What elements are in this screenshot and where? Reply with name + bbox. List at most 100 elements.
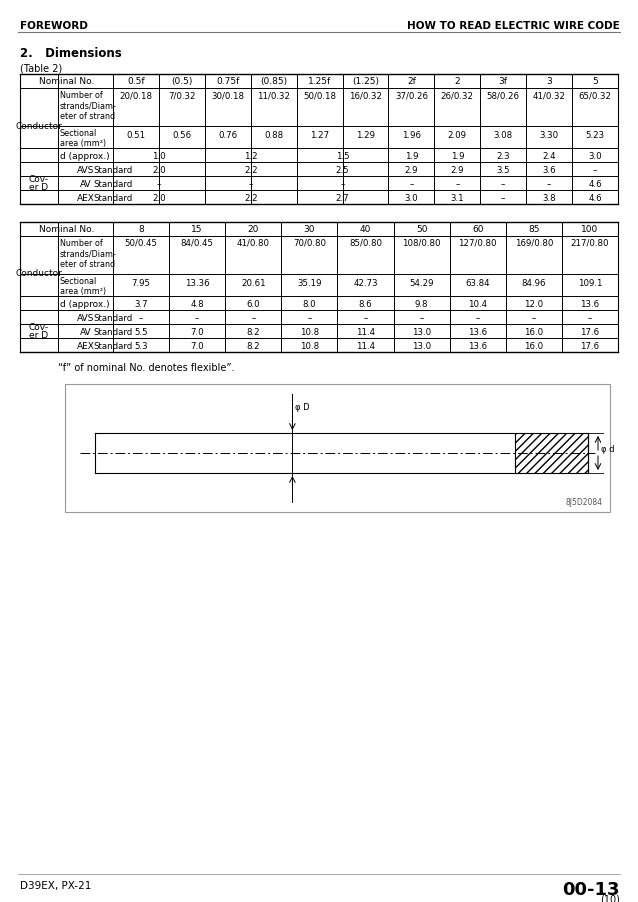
Text: 17.6: 17.6: [581, 327, 600, 336]
Text: –: –: [455, 179, 459, 189]
Text: 65/0.32: 65/0.32: [579, 91, 612, 100]
Text: 16.0: 16.0: [524, 327, 544, 336]
Text: 20: 20: [248, 225, 259, 234]
Text: 4.6: 4.6: [588, 179, 602, 189]
Text: 169/0.80: 169/0.80: [515, 239, 553, 248]
Text: 11.4: 11.4: [356, 342, 375, 351]
Text: (0.5): (0.5): [171, 77, 193, 86]
Text: 70/0.80: 70/0.80: [293, 239, 326, 248]
Text: 9.8: 9.8: [415, 299, 428, 308]
Bar: [515, 434, 588, 474]
Text: 00-13: 00-13: [563, 880, 620, 898]
Text: 20/0.18: 20/0.18: [119, 91, 152, 100]
Text: –: –: [409, 179, 413, 189]
Text: 3.5: 3.5: [496, 166, 510, 175]
Text: 4.6: 4.6: [588, 194, 602, 203]
Text: 11.4: 11.4: [356, 327, 375, 336]
Text: AVS: AVS: [77, 166, 94, 175]
Text: 8: 8: [138, 225, 144, 234]
Text: φ D: φ D: [295, 402, 310, 411]
Text: “f” of nominal No. denotes flexible”.: “f” of nominal No. denotes flexible”.: [58, 363, 235, 373]
Text: Standard: Standard: [93, 179, 132, 189]
Text: 12.0: 12.0: [524, 299, 544, 308]
Text: (1.25): (1.25): [352, 77, 379, 86]
Text: 1.5: 1.5: [336, 152, 350, 161]
Text: 2.4: 2.4: [542, 152, 556, 161]
Text: 10.8: 10.8: [300, 342, 319, 351]
Text: 84.96: 84.96: [522, 279, 546, 288]
Text: AEX: AEX: [77, 342, 94, 351]
Text: Conductor: Conductor: [15, 269, 63, 278]
Text: 127/0.80: 127/0.80: [459, 239, 497, 248]
Text: 100: 100: [581, 225, 598, 234]
Text: 0.76: 0.76: [218, 131, 237, 140]
Text: 13.6: 13.6: [468, 327, 487, 336]
Text: 4.8: 4.8: [190, 299, 204, 308]
Text: –: –: [249, 179, 253, 189]
Text: 60: 60: [472, 225, 484, 234]
Text: AV: AV: [80, 179, 91, 189]
Text: 0.75f: 0.75f: [216, 77, 239, 86]
Text: 16.0: 16.0: [524, 342, 544, 351]
Text: 30: 30: [304, 225, 315, 234]
Text: 13.0: 13.0: [412, 327, 431, 336]
Text: 7/0.32: 7/0.32: [168, 91, 196, 100]
Text: 1.29: 1.29: [356, 131, 375, 140]
Text: 8.6: 8.6: [359, 299, 373, 308]
Text: 109.1: 109.1: [577, 279, 602, 288]
Text: –: –: [308, 314, 311, 323]
Text: 2.   Dimensions: 2. Dimensions: [20, 47, 122, 60]
Text: –: –: [195, 314, 199, 323]
Text: 2.2: 2.2: [244, 194, 258, 203]
Text: 5: 5: [592, 77, 598, 86]
Text: FOREWORD: FOREWORD: [20, 21, 88, 31]
Text: 2f: 2f: [407, 77, 416, 86]
Text: –: –: [501, 194, 505, 203]
Text: 3.30: 3.30: [540, 131, 559, 140]
Text: er D: er D: [29, 331, 48, 340]
Text: 1.27: 1.27: [310, 131, 329, 140]
Text: 1.0: 1.0: [152, 152, 166, 161]
Text: 8.0: 8.0: [302, 299, 316, 308]
Text: Standard: Standard: [93, 166, 132, 175]
Text: 3.7: 3.7: [134, 299, 148, 308]
Text: 10.8: 10.8: [300, 327, 319, 336]
Text: –: –: [501, 179, 505, 189]
Text: 58/0.26: 58/0.26: [487, 91, 520, 100]
Text: 5.23: 5.23: [586, 131, 605, 140]
Text: 42.73: 42.73: [353, 279, 378, 288]
Text: φ d: φ d: [601, 444, 614, 453]
Text: 13.6: 13.6: [468, 342, 487, 351]
Text: Nominal No.: Nominal No.: [39, 225, 94, 234]
Text: Cov-: Cov-: [29, 175, 49, 184]
Text: –: –: [340, 179, 345, 189]
Bar: [65, 384, 610, 512]
Text: Cov-: Cov-: [29, 323, 49, 332]
Text: 40: 40: [360, 225, 371, 234]
Text: 7.0: 7.0: [190, 342, 204, 351]
Text: 3.0: 3.0: [588, 152, 602, 161]
Text: 8.2: 8.2: [246, 342, 260, 351]
Text: 217/0.80: 217/0.80: [571, 239, 609, 248]
Text: Sectional
area (mm²): Sectional area (mm²): [60, 129, 106, 148]
Text: 1.9: 1.9: [450, 152, 464, 161]
Text: 3.6: 3.6: [542, 166, 556, 175]
Text: 7.95: 7.95: [131, 279, 151, 288]
Text: –: –: [588, 314, 592, 323]
Text: 63.84: 63.84: [465, 279, 490, 288]
Text: 3.8: 3.8: [542, 194, 556, 203]
Text: 41/0.80: 41/0.80: [237, 239, 270, 248]
Text: 2.7: 2.7: [336, 194, 350, 203]
Text: 2: 2: [454, 77, 460, 86]
Text: 0.88: 0.88: [264, 131, 283, 140]
Text: 3f: 3f: [499, 77, 508, 86]
Text: 0.5f: 0.5f: [127, 77, 145, 86]
Text: 1.2: 1.2: [244, 152, 258, 161]
Text: –: –: [475, 314, 480, 323]
Text: 84/0.45: 84/0.45: [181, 239, 214, 248]
Text: –: –: [251, 314, 255, 323]
Text: 26/0.32: 26/0.32: [441, 91, 474, 100]
Text: 11/0.32: 11/0.32: [257, 91, 290, 100]
Text: 1.9: 1.9: [404, 152, 418, 161]
Text: 2.09: 2.09: [448, 131, 467, 140]
